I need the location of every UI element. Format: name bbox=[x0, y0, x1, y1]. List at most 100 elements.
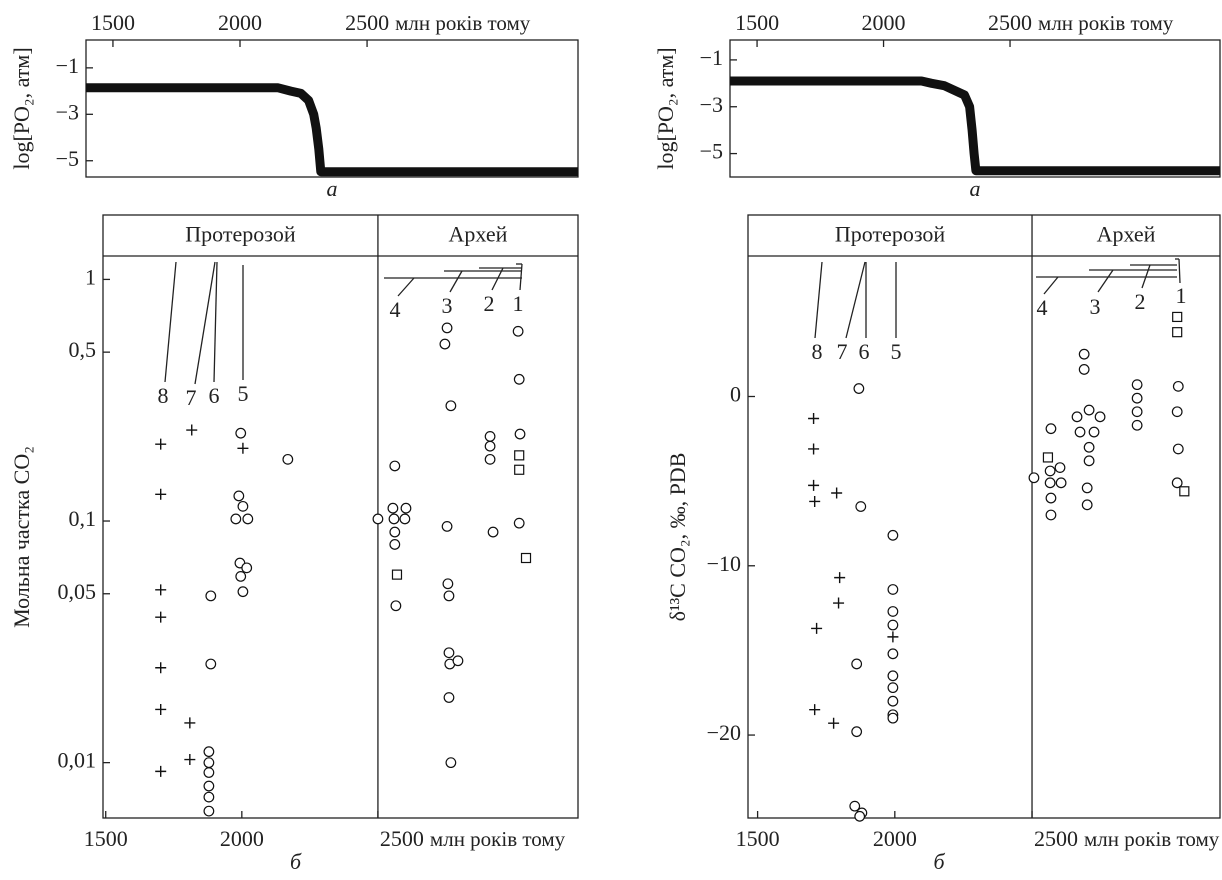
square-point bbox=[520, 552, 532, 564]
plus-point bbox=[834, 572, 846, 584]
circle-point bbox=[887, 695, 899, 707]
circle-point bbox=[887, 619, 899, 631]
circle-point bbox=[443, 590, 455, 602]
era-label: Архей bbox=[449, 222, 508, 247]
x-tick-label: 2000 bbox=[862, 10, 906, 35]
circle-point bbox=[241, 562, 253, 574]
circle-point bbox=[452, 655, 464, 667]
y-tick-label: −3 bbox=[56, 99, 79, 124]
circle-point bbox=[1094, 411, 1106, 423]
circle-point bbox=[487, 526, 499, 538]
circle-point bbox=[853, 383, 865, 394]
circle-point bbox=[887, 584, 899, 595]
leader-line bbox=[1097, 269, 1114, 293]
leader-line bbox=[194, 261, 216, 385]
plus-point bbox=[809, 495, 821, 507]
y-tick-label: 1 bbox=[85, 264, 96, 289]
plot-frame bbox=[102, 214, 579, 819]
circle-point bbox=[1088, 426, 1100, 438]
x-tick-label: 2500 bbox=[988, 10, 1032, 35]
circle-point bbox=[237, 500, 249, 512]
y-tick-label: 0,1 bbox=[69, 506, 97, 531]
circle-point bbox=[1045, 423, 1057, 435]
circle-point bbox=[1045, 492, 1057, 504]
circle-point bbox=[443, 647, 455, 659]
x-tick-label: 2000 bbox=[873, 826, 917, 851]
circle-point bbox=[1074, 426, 1086, 438]
annotation: 7 bbox=[837, 339, 848, 364]
x-tick-label: 1500 bbox=[735, 10, 779, 35]
circle-point bbox=[441, 322, 453, 334]
circle-point bbox=[1171, 477, 1183, 489]
x-axis-label: млн років тому bbox=[1038, 11, 1174, 35]
y-tick-label: 0,5 bbox=[69, 337, 97, 362]
square-point bbox=[391, 569, 403, 580]
circle-point bbox=[205, 658, 217, 670]
plus-point bbox=[828, 717, 840, 729]
annotation: 5 bbox=[238, 381, 249, 406]
o2-curve bbox=[86, 83, 578, 177]
annotation: 1 bbox=[1176, 283, 1187, 308]
plus-point bbox=[237, 442, 249, 454]
plus-point bbox=[808, 443, 820, 455]
circle-point bbox=[1131, 419, 1143, 431]
circle-point bbox=[233, 490, 245, 502]
panel: 1500 2000 2500 млн років тому −1 −3 −5 log[PO₂,… bbox=[653, 10, 1221, 201]
plus-point bbox=[155, 584, 167, 596]
circle-point bbox=[849, 800, 861, 812]
circle-point bbox=[282, 453, 294, 465]
panel: Протерозой Архей 1500 2000 2500 млн років том… bbox=[665, 214, 1221, 874]
x-tick-label: 2500 bbox=[1034, 826, 1078, 851]
plus-point bbox=[184, 754, 196, 766]
circle-point bbox=[235, 570, 247, 582]
plus-point bbox=[808, 413, 820, 425]
square-point bbox=[514, 464, 525, 475]
circle-point bbox=[1172, 380, 1184, 392]
plus-point bbox=[186, 424, 198, 436]
circle-point bbox=[1171, 406, 1183, 418]
y-axis-label: Мольна частка CO₂ bbox=[9, 446, 34, 628]
circle-point bbox=[1078, 348, 1090, 360]
plus-point bbox=[184, 717, 196, 729]
circle-point bbox=[484, 453, 496, 465]
y-tick-label: 0 bbox=[730, 382, 741, 407]
circle-point bbox=[1083, 404, 1095, 416]
plus-point bbox=[155, 488, 167, 500]
era-label: Архей bbox=[1097, 222, 1156, 247]
circle-point bbox=[887, 670, 899, 682]
annotation: 6 bbox=[209, 383, 220, 408]
circle-point bbox=[1131, 379, 1143, 391]
circle-point bbox=[1131, 392, 1143, 404]
circle-point bbox=[855, 501, 867, 512]
circle-point bbox=[237, 586, 249, 598]
circle-point bbox=[443, 692, 455, 703]
circle-point bbox=[203, 746, 215, 758]
circle-point bbox=[387, 502, 399, 514]
y-tick-label: −5 bbox=[56, 146, 79, 171]
y-tick-label: −5 bbox=[700, 139, 723, 164]
circle-point bbox=[205, 590, 217, 602]
plus-point bbox=[155, 611, 167, 623]
circle-point bbox=[1071, 411, 1083, 423]
circle-point bbox=[388, 513, 400, 525]
circle-point bbox=[1083, 441, 1095, 453]
circle-point bbox=[389, 526, 401, 538]
circle-point bbox=[1078, 364, 1090, 375]
leader-line bbox=[449, 270, 463, 293]
circle-point bbox=[242, 513, 254, 525]
plus-point bbox=[155, 662, 167, 674]
y-tick-label: −20 bbox=[707, 720, 741, 745]
x-tick-label: 1500 bbox=[736, 826, 780, 851]
circle-point bbox=[203, 791, 215, 803]
circle-point bbox=[887, 712, 899, 724]
panel-label: б bbox=[290, 849, 302, 874]
circle-point bbox=[203, 757, 215, 769]
annotation: 3 bbox=[1090, 294, 1101, 319]
y-axis-label: log[PO₂, атм] bbox=[653, 47, 678, 169]
y-tick-label: −3 bbox=[700, 92, 723, 117]
circle-point bbox=[389, 460, 401, 472]
plus-point bbox=[155, 438, 167, 450]
circle-point bbox=[203, 805, 215, 817]
